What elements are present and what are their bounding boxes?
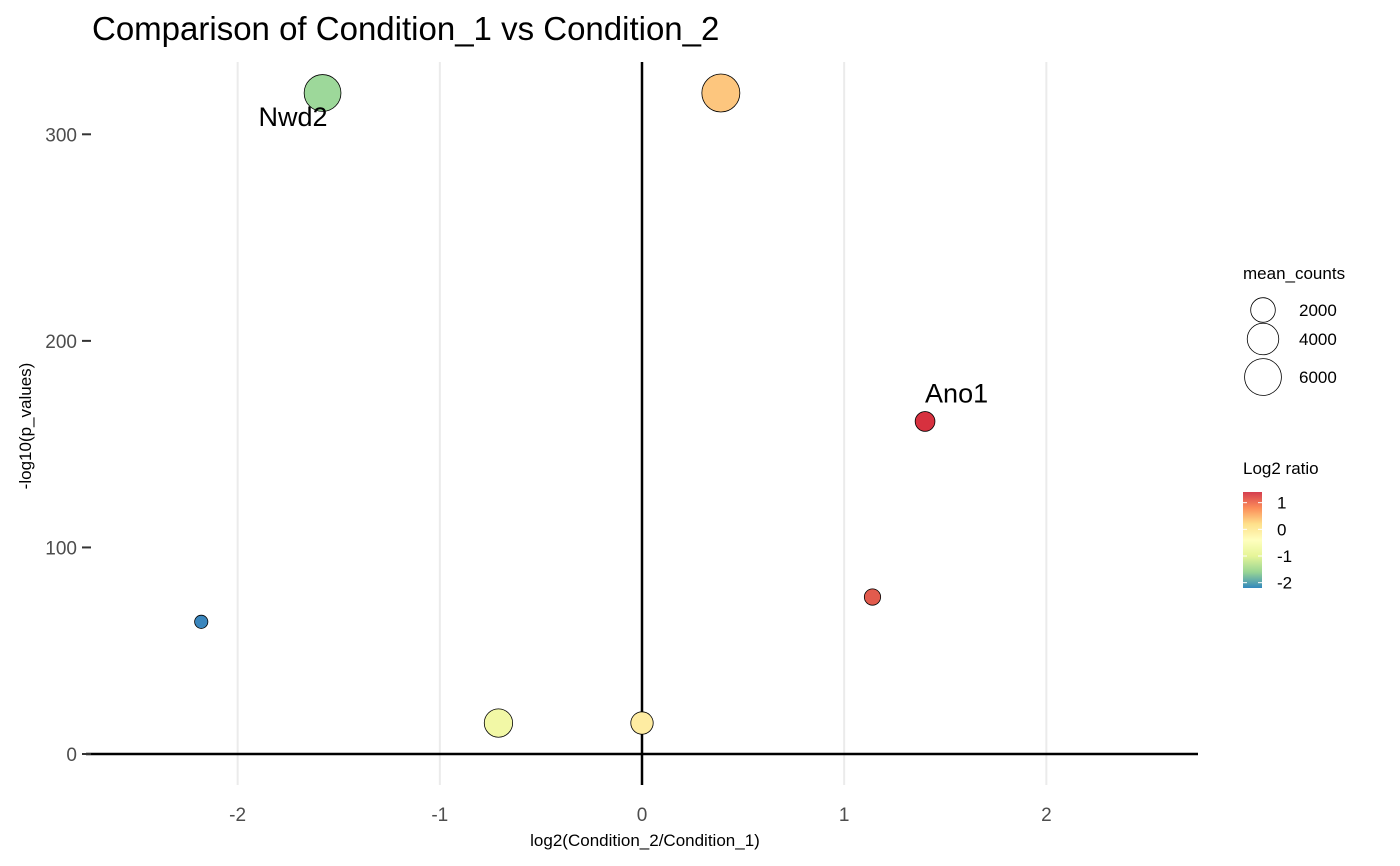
gridlines [236, 62, 1048, 785]
x-axis: -2 -1 0 1 2 [229, 805, 1051, 826]
point-labels: Nwd2 Ano1 [259, 102, 989, 409]
size-legend-label: 6000 [1299, 368, 1337, 387]
size-legend-label: 4000 [1299, 330, 1337, 349]
x-tick-label: 0 [637, 805, 648, 826]
color-legend: Log2 ratio 1 0 -1 -2 [1243, 459, 1319, 593]
reference-lines [86, 62, 1198, 785]
point-label: Ano1 [925, 379, 988, 409]
x-tick-label: 2 [1041, 805, 1052, 826]
data-point [630, 711, 654, 735]
data-points [194, 73, 936, 738]
chart-title: Comparison of Condition_1 vs Condition_2 [92, 10, 719, 47]
size-legend-label: 2000 [1299, 301, 1337, 320]
size-legend-key [1250, 297, 1276, 323]
x-tick-label: -1 [431, 805, 448, 826]
data-point [914, 411, 936, 432]
size-legend: mean_counts 2000 4000 6000 [1243, 264, 1345, 396]
data-point [701, 73, 741, 113]
y-axis-title: -log10(p_values) [16, 363, 35, 490]
data-point [303, 74, 342, 112]
data-point [194, 614, 209, 629]
x-tick-label: 1 [839, 805, 850, 826]
color-legend-title: Log2 ratio [1243, 459, 1319, 478]
data-point [863, 588, 882, 606]
size-legend-title: mean_counts [1243, 264, 1345, 283]
y-tick-label: 0 [66, 745, 77, 766]
color-legend-label: -2 [1277, 574, 1292, 593]
size-legend-key [1246, 322, 1280, 356]
colorbar [1243, 492, 1262, 588]
x-tick-label: -2 [229, 805, 246, 826]
point-label: Nwd2 [259, 102, 328, 132]
color-legend-label: 0 [1277, 520, 1286, 539]
y-tick-label: 200 [45, 332, 77, 353]
color-legend-label: -1 [1277, 547, 1292, 566]
size-legend-key [1244, 358, 1282, 396]
data-point [483, 708, 514, 738]
y-tick-label: 100 [45, 538, 77, 559]
color-legend-label: 1 [1277, 494, 1286, 513]
y-tick-label: 300 [45, 125, 77, 146]
x-axis-title: log2(Condition_2/Condition_1) [530, 831, 760, 850]
y-axis: 0 100 200 300 [45, 125, 91, 766]
